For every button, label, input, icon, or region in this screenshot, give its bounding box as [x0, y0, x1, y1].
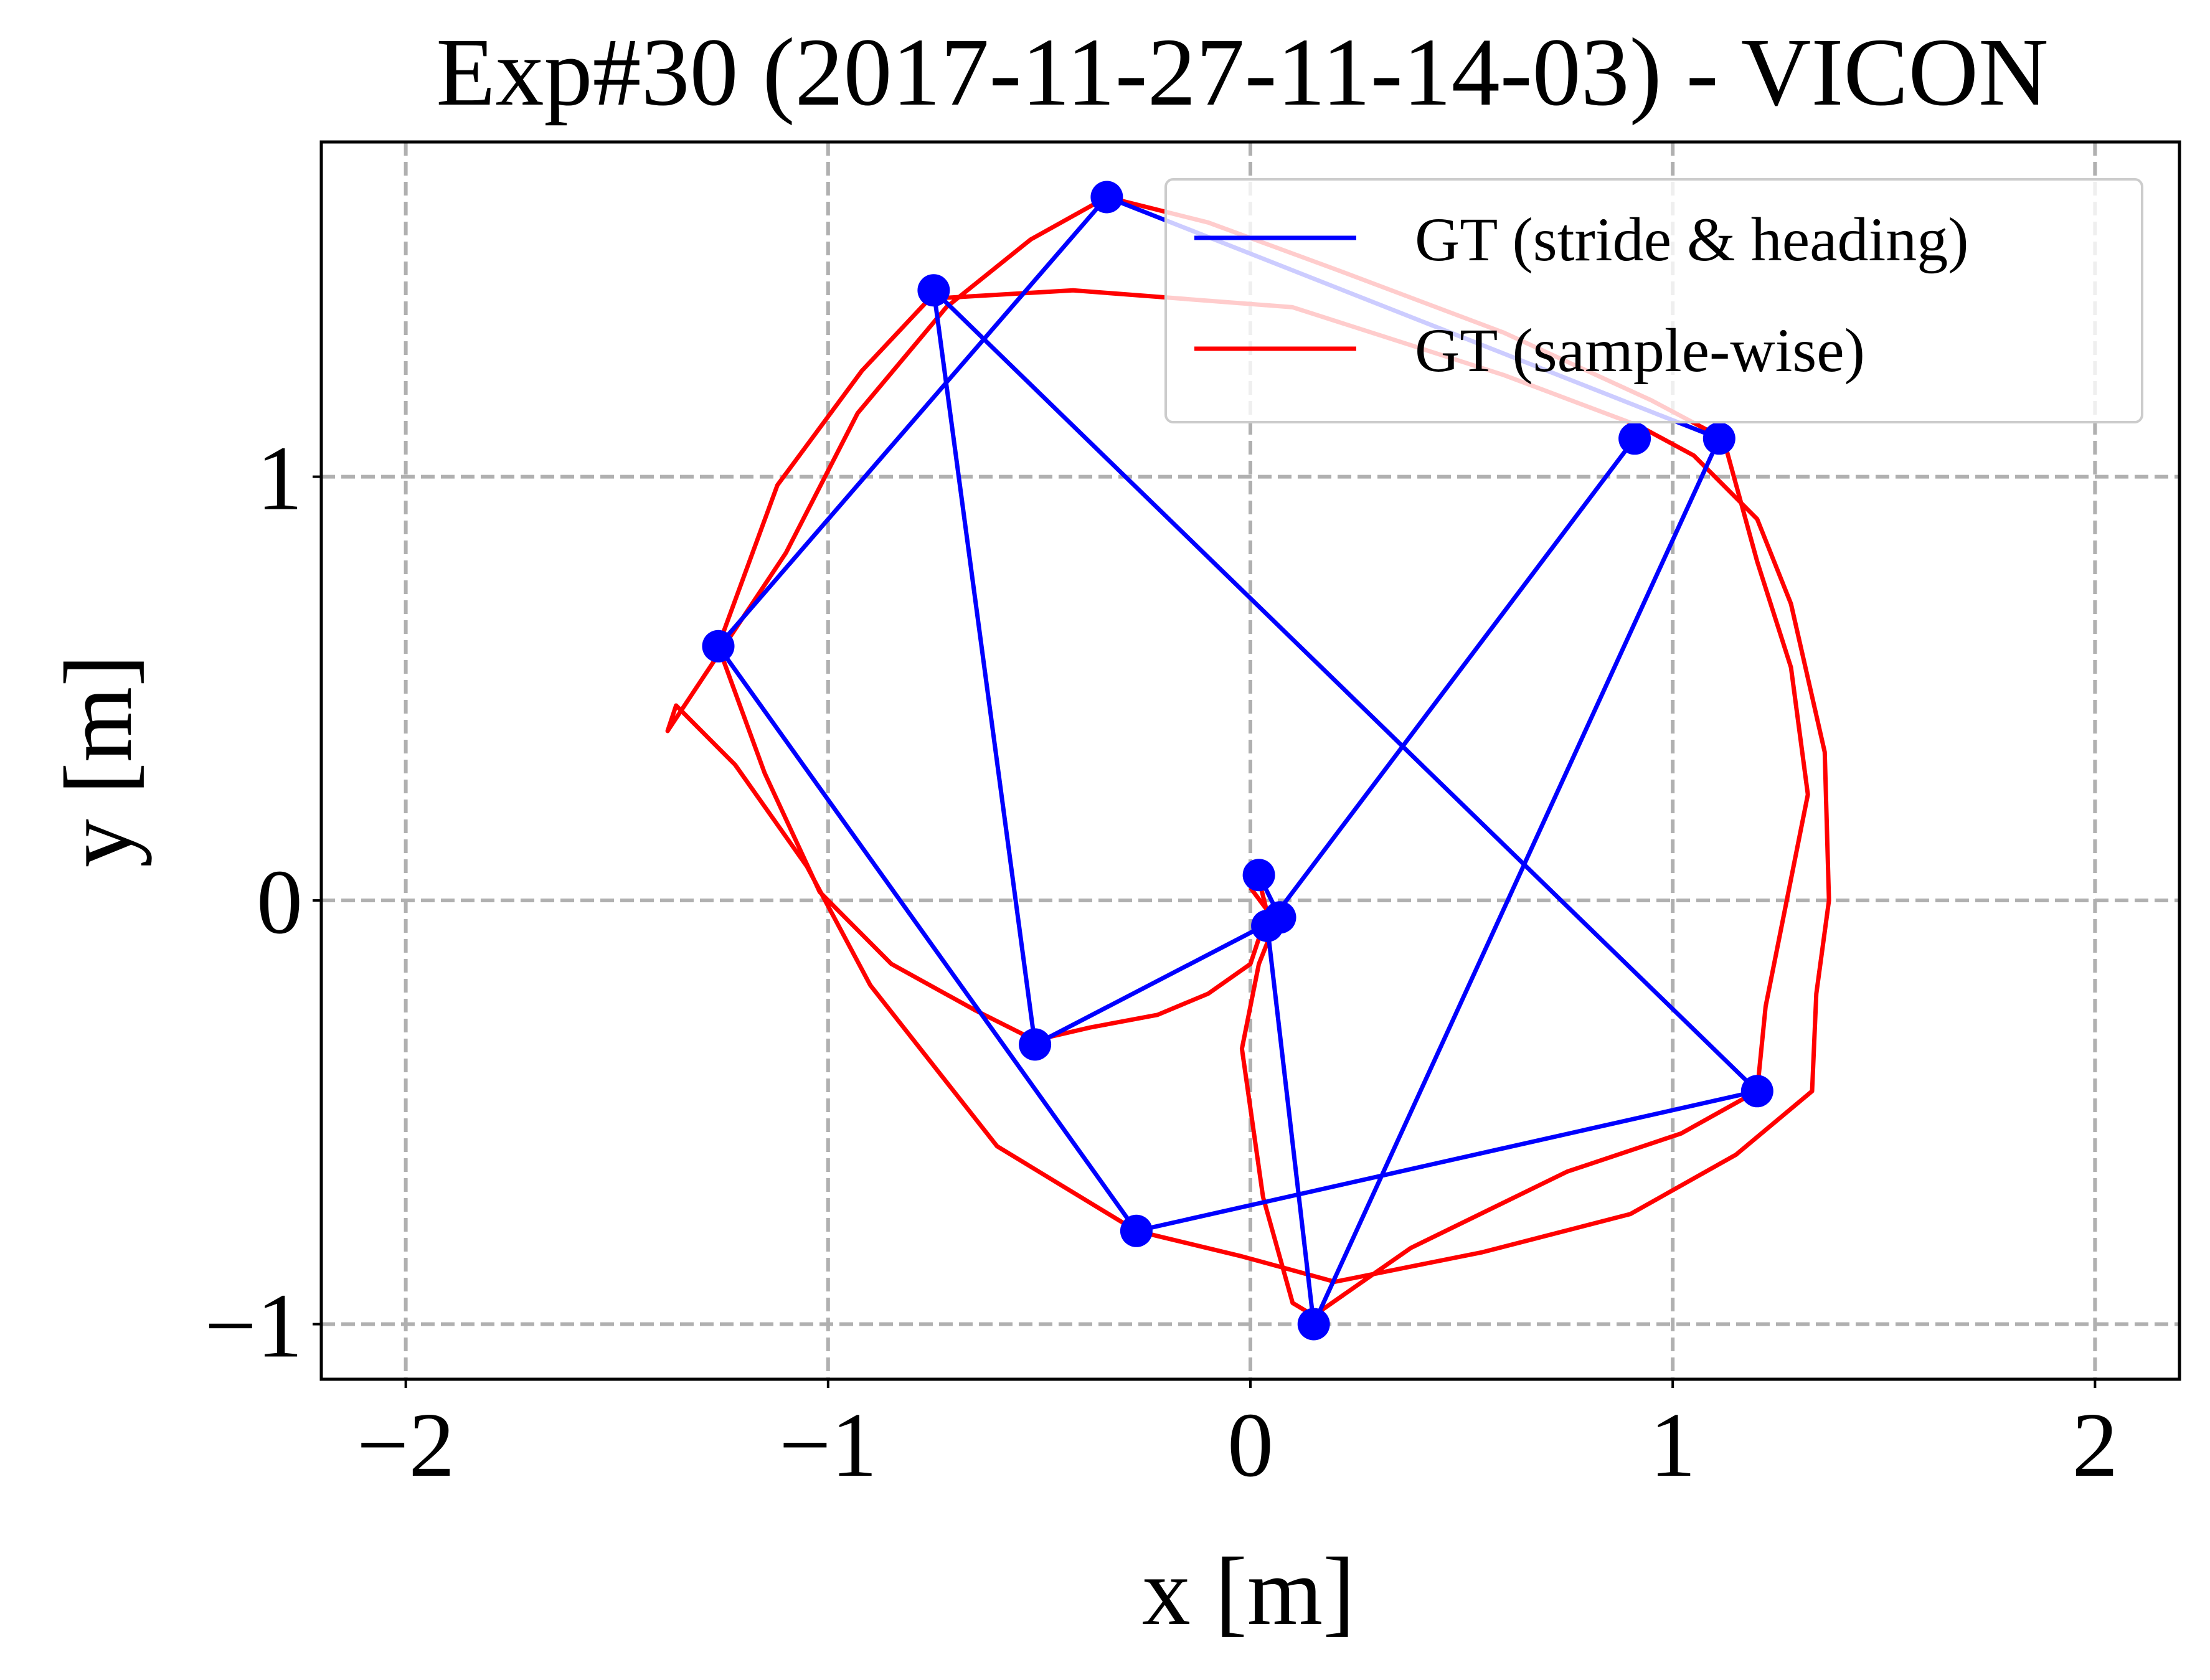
x-tick-label: 1 — [1650, 1394, 1696, 1496]
y-axis-label: y [m] — [44, 654, 152, 867]
legend-label-stride: GT (stride & heading) — [1415, 205, 1969, 274]
stride-marker — [917, 274, 950, 306]
legend: GT (stride & heading) GT (sample-wise) — [1166, 179, 2142, 422]
stride-marker — [1741, 1075, 1773, 1107]
stride-marker — [1090, 181, 1123, 214]
stride-marker — [1618, 422, 1651, 455]
x-tick-label: −1 — [779, 1394, 877, 1496]
x-axis-label: x [m] — [1142, 1537, 1355, 1645]
stride-marker — [702, 630, 735, 663]
x-tick-label: 2 — [2072, 1394, 2118, 1496]
legend-label-sample: GT (sample-wise) — [1415, 316, 1865, 385]
stride-marker — [1251, 910, 1283, 942]
y-tick-label: −1 — [205, 1275, 303, 1377]
stride-marker — [1298, 1308, 1330, 1341]
chart-title: Exp#30 (2017-11-27-11-14-03) - VICON — [436, 18, 2048, 126]
y-tick-label: 0 — [257, 851, 303, 953]
stride-marker — [1243, 859, 1275, 891]
stride-marker — [1120, 1215, 1153, 1247]
x-tick-label: −2 — [357, 1394, 455, 1496]
x-tick-label: 0 — [1227, 1394, 1273, 1496]
y-tick-label: 1 — [257, 428, 303, 530]
stride-marker — [1019, 1028, 1051, 1060]
stride-marker — [1703, 422, 1735, 455]
